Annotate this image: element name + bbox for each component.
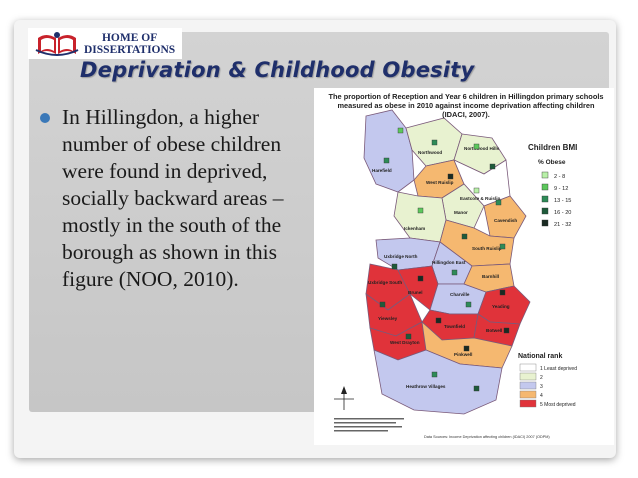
label-manor: Manor (454, 210, 468, 215)
school-marker (391, 263, 398, 270)
label-uxbridge-north: Uxbridge North (384, 254, 418, 259)
school-marker (489, 163, 496, 170)
legend-bmi: Children BMI % Obese 2 - 8 9 - 12 13 - 1… (528, 143, 577, 228)
school-marker (499, 289, 506, 296)
data-source: Data Sources: Income Deprivation affecti… (424, 435, 550, 439)
legend-rank-label-2: 2 (540, 375, 543, 381)
school-marker (499, 243, 506, 250)
legend-rank-swatch-1 (519, 363, 537, 372)
area-cavendish (483, 195, 527, 239)
school-marker (435, 317, 442, 324)
borough-map: Northwood Harefield Northwood Hills West… (334, 109, 577, 439)
label-harefield: Harefield (372, 168, 392, 173)
legend-bmi-swatch-5 (541, 219, 549, 227)
legend-bmi-swatch-1 (541, 171, 549, 179)
legend-rank-label-3: 3 (540, 384, 543, 390)
school-marker (473, 143, 480, 150)
label-uxbridge-south: Uxbridge South (368, 280, 402, 285)
legend-bmi-label-5: 21 - 32 (554, 222, 571, 228)
area-ickenham (393, 191, 447, 243)
school-markers (379, 127, 510, 392)
school-marker (431, 139, 438, 146)
label-pinkwell: Pinkwell (454, 352, 472, 357)
label-northwood: Northwood (418, 150, 442, 155)
school-marker (473, 385, 480, 392)
legend-bmi-subtitle: % Obese (538, 159, 566, 166)
slide-title: Deprivation & Childhood Obesity (80, 58, 475, 82)
school-marker (447, 173, 454, 180)
area-harefield (363, 109, 415, 193)
label-northwood-hills: Northwood Hills (464, 146, 500, 151)
obesity-map-figure: Northwood Harefield Northwood Hills West… (314, 88, 614, 445)
school-marker (431, 371, 438, 378)
legend-bmi-swatch-3 (541, 195, 549, 203)
legend-rank-label-1: 1 Least deprived (540, 366, 577, 372)
legend-bmi-label-3: 13 - 15 (554, 198, 571, 204)
logo-text: HOME OF DISSERTATIONS (84, 32, 175, 56)
label-yiewsley: Yiewsley (378, 316, 398, 321)
legend-rank-swatch-3 (519, 381, 537, 390)
school-marker (461, 233, 468, 240)
label-eastcote: Eastcote & Ruislip (460, 196, 501, 201)
label-hillingdon-east: Hillingdon East (432, 260, 466, 265)
legend-rank-label-5: 5 Most deprived (540, 402, 576, 408)
label-west-drayton: West Drayton (390, 340, 420, 345)
logo-line-2: DISSERTATIONS (84, 43, 176, 56)
north-arrow-icon (334, 386, 354, 410)
legend-rank-title: National rank (518, 353, 562, 360)
school-marker (383, 157, 390, 164)
figure-caption: The proportion of Reception and Year 6 c… (328, 92, 604, 119)
legend-rank-label-4: 4 (540, 393, 543, 399)
legend-rank: National rank 1 Least deprived 2 3 4 5 M… (518, 353, 577, 408)
school-marker (397, 127, 404, 134)
bullet-text: In Hillingdon, a higher number of obese … (62, 105, 284, 291)
school-marker (451, 269, 458, 276)
label-south-ruislip: South Ruislip (472, 246, 502, 251)
school-marker (465, 301, 472, 308)
legend-rank-swatch-2 (519, 372, 537, 381)
label-barnhill: Barnhill (482, 274, 499, 279)
legend-bmi-label-1: 2 - 8 (554, 174, 565, 180)
area-barnhill (463, 263, 515, 293)
label-west-ruislip: West Ruislip (426, 180, 454, 185)
label-cavendish: Cavendish (494, 218, 517, 223)
legend-bmi-title: Children BMI (528, 143, 577, 152)
area-labels: Northwood Harefield Northwood Hills West… (368, 146, 517, 389)
legend-bmi-label-4: 16 - 20 (554, 210, 571, 216)
book-emblem-icon (35, 31, 79, 56)
school-marker (417, 275, 424, 282)
school-marker (405, 333, 412, 340)
school-marker (379, 301, 386, 308)
legend-bmi-label-2: 9 - 12 (554, 186, 568, 192)
label-charville: Charville (450, 292, 470, 297)
legend-rank-swatch-4 (519, 390, 537, 399)
bullet-dot-icon (40, 113, 50, 123)
legend-bmi-swatch-4 (541, 207, 549, 215)
label-heathrow-villages: Heathrow Villages (406, 384, 446, 389)
label-townfield: Townfield (444, 324, 465, 329)
area-botwell (473, 313, 521, 347)
area-heathrow-villages (373, 349, 503, 415)
school-marker (417, 207, 424, 214)
label-brunel: Brunel (408, 290, 423, 295)
legend-rank-swatch-5 (519, 399, 537, 408)
school-marker (495, 199, 502, 206)
copyright-notice (334, 418, 404, 432)
school-marker (473, 187, 480, 194)
school-marker (503, 327, 510, 334)
legend-bmi-swatch-2 (541, 183, 549, 191)
logo: HOME OF DISSERTATIONS (28, 28, 182, 59)
label-botwell: Botwell (486, 328, 502, 333)
label-ickenham: Ickenham (404, 226, 425, 231)
school-marker (463, 345, 470, 352)
logo-line-1: HOME OF (101, 31, 158, 44)
label-yeading: Yeading (492, 304, 510, 309)
